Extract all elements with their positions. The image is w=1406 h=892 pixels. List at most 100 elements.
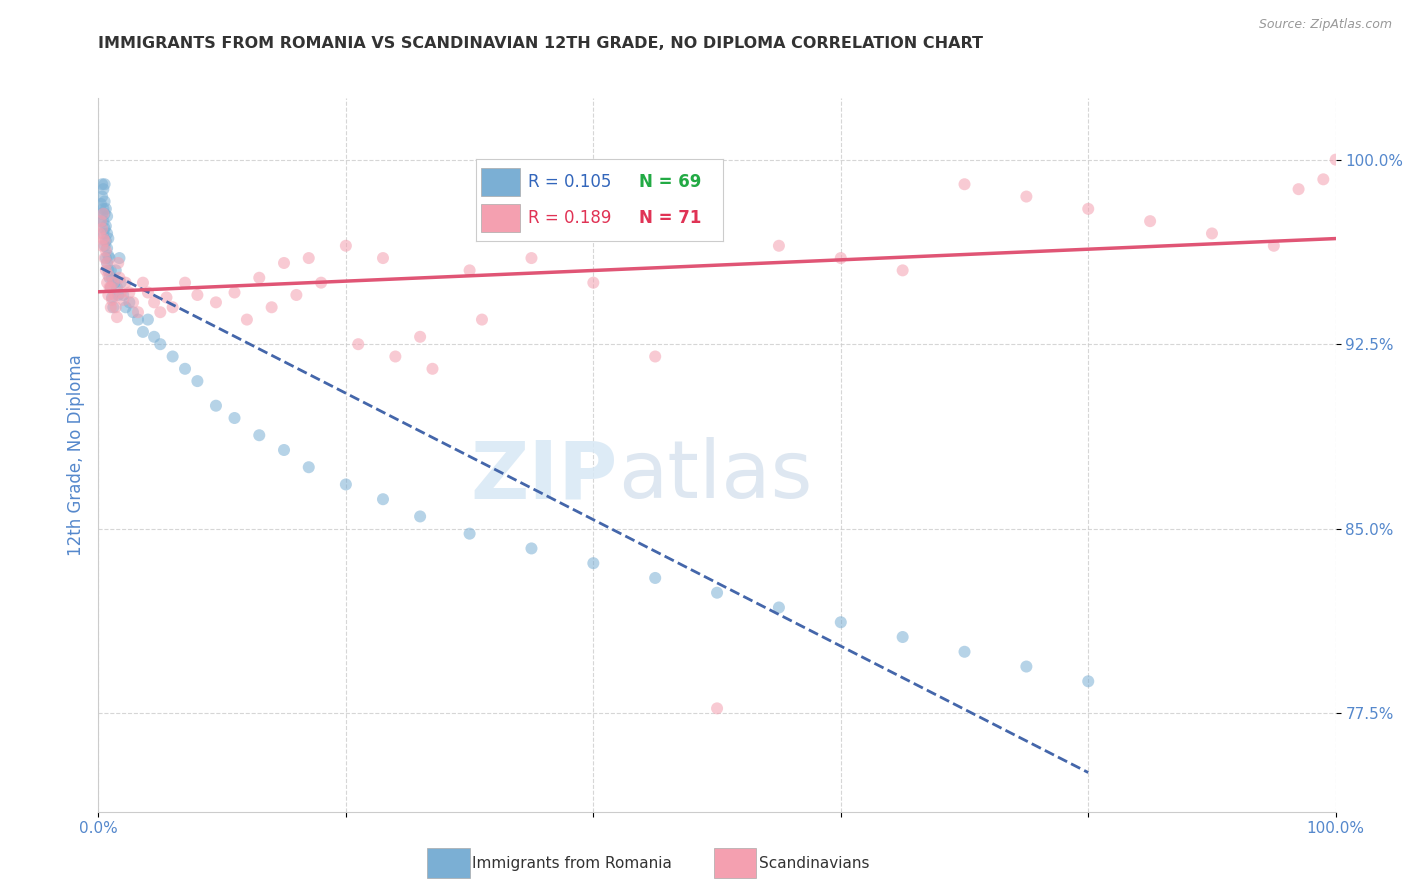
Point: [706, 585, 728, 599]
Point: [96, 276, 118, 290]
Point: [273, 442, 295, 457]
Point: [186, 288, 208, 302]
Point: [93, 207, 115, 221]
Point: [830, 615, 852, 630]
Point: [458, 526, 481, 541]
Point: [112, 288, 135, 302]
Point: [273, 256, 295, 270]
Point: [93, 234, 115, 248]
Point: [112, 293, 135, 307]
Point: [104, 263, 127, 277]
Point: [422, 361, 444, 376]
Point: [93, 251, 115, 265]
Point: [94, 251, 117, 265]
Point: [94, 263, 117, 277]
Point: [101, 290, 124, 304]
Text: atlas: atlas: [619, 437, 813, 516]
Point: [582, 276, 605, 290]
Point: [108, 270, 131, 285]
Point: [127, 312, 149, 326]
Point: [953, 645, 976, 659]
Point: [1324, 153, 1347, 167]
Point: [91, 189, 114, 203]
Point: [91, 178, 114, 192]
Point: [1139, 214, 1161, 228]
Point: [768, 239, 790, 253]
Point: [110, 276, 132, 290]
FancyBboxPatch shape: [427, 847, 470, 879]
Point: [100, 263, 122, 277]
Point: [953, 178, 976, 192]
Point: [384, 350, 406, 364]
Point: [97, 288, 120, 302]
Point: [1077, 674, 1099, 689]
Text: N = 71: N = 71: [640, 209, 702, 227]
Point: [94, 244, 117, 258]
Point: [96, 256, 118, 270]
Point: [136, 285, 159, 300]
FancyBboxPatch shape: [714, 847, 756, 879]
Point: [371, 251, 394, 265]
Point: [1263, 239, 1285, 253]
Point: [162, 350, 184, 364]
Point: [97, 249, 120, 263]
Point: [110, 285, 132, 300]
Point: [105, 310, 128, 325]
Point: [107, 256, 129, 270]
Point: [1288, 182, 1310, 196]
Point: [143, 330, 166, 344]
Point: [335, 477, 357, 491]
Point: [174, 361, 197, 376]
Point: [103, 276, 125, 290]
Y-axis label: 12th Grade, No Diploma: 12th Grade, No Diploma: [66, 354, 84, 556]
Point: [409, 330, 432, 344]
Point: [96, 227, 118, 241]
Point: [891, 263, 914, 277]
Point: [582, 556, 605, 570]
Point: [94, 219, 117, 233]
Point: [94, 234, 117, 248]
Point: [186, 374, 208, 388]
Point: [103, 300, 125, 314]
Point: [100, 280, 122, 294]
Point: [105, 280, 128, 294]
Point: [91, 207, 114, 221]
Point: [93, 214, 115, 228]
Point: [93, 194, 115, 209]
Point: [93, 178, 115, 192]
Point: [91, 221, 114, 235]
Point: [149, 305, 172, 319]
Point: [122, 295, 145, 310]
Point: [155, 290, 177, 304]
Point: [136, 312, 159, 326]
Point: [89, 227, 111, 241]
Point: [205, 399, 228, 413]
Point: [93, 227, 115, 241]
Point: [97, 263, 120, 277]
Point: [93, 207, 115, 221]
Point: [409, 509, 432, 524]
Text: ZIP: ZIP: [471, 437, 619, 516]
Point: [458, 263, 481, 277]
Point: [114, 276, 136, 290]
Point: [520, 251, 543, 265]
Point: [127, 305, 149, 319]
Point: [891, 630, 914, 644]
Text: IMMIGRANTS FROM ROMANIA VS SCANDINAVIAN 12TH GRADE, NO DIPLOMA CORRELATION CHART: IMMIGRANTS FROM ROMANIA VS SCANDINAVIAN …: [98, 36, 983, 51]
Point: [309, 276, 332, 290]
Point: [90, 214, 112, 228]
Point: [644, 350, 666, 364]
Point: [260, 300, 283, 314]
Point: [236, 312, 259, 326]
Text: Source: ZipAtlas.com: Source: ZipAtlas.com: [1258, 18, 1392, 31]
Point: [97, 231, 120, 245]
Point: [103, 276, 125, 290]
Text: R = 0.189: R = 0.189: [527, 209, 612, 227]
Point: [114, 300, 136, 314]
Point: [644, 571, 666, 585]
Point: [149, 337, 172, 351]
Point: [97, 268, 120, 283]
Point: [1312, 172, 1334, 186]
Point: [768, 600, 790, 615]
Point: [100, 300, 122, 314]
